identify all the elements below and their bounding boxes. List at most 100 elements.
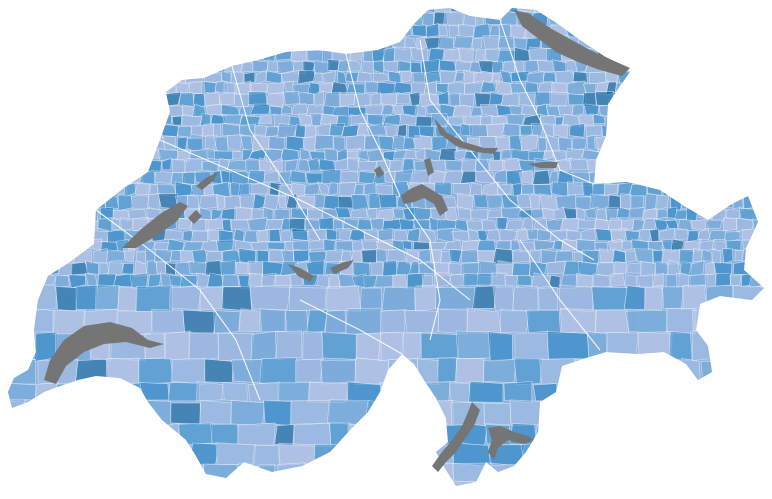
municipality-cell bbox=[339, 170, 359, 185]
municipality-cell bbox=[768, 48, 772, 61]
municipality-cell bbox=[578, 23, 600, 40]
municipality-cell bbox=[67, 104, 87, 117]
municipality-cell bbox=[164, 8, 178, 13]
municipality-cell bbox=[516, 274, 533, 286]
municipality-cell bbox=[638, 25, 655, 37]
municipality-cell bbox=[262, 8, 274, 13]
municipality-cell bbox=[25, 83, 45, 93]
municipality-cell bbox=[742, 240, 754, 249]
municipality-cell bbox=[414, 135, 434, 150]
municipality-cell bbox=[622, 149, 643, 162]
municipality-cell bbox=[443, 48, 461, 61]
municipality-cell bbox=[304, 462, 334, 485]
municipality-cell bbox=[643, 8, 661, 13]
municipality-cell bbox=[346, 381, 382, 403]
municipality-cell bbox=[418, 422, 447, 444]
municipality-cell bbox=[398, 70, 412, 83]
municipality-cell bbox=[512, 250, 531, 263]
municipality-cell bbox=[612, 422, 642, 444]
municipality-cell bbox=[572, 10, 592, 26]
municipality-cell bbox=[572, 71, 588, 83]
municipality-cell bbox=[145, 25, 159, 38]
municipality-cell bbox=[745, 70, 759, 85]
municipality-cell bbox=[745, 183, 762, 196]
municipality-cell bbox=[349, 47, 365, 61]
municipality-cell bbox=[8, 157, 14, 171]
municipality-cell bbox=[506, 113, 525, 126]
municipality-cell bbox=[549, 91, 569, 108]
municipality-cell bbox=[715, 47, 730, 62]
municipality-cell bbox=[163, 58, 177, 73]
municipality-cell bbox=[199, 400, 232, 425]
municipality-cell bbox=[47, 158, 63, 174]
municipality-cell bbox=[637, 47, 653, 61]
municipality-cell bbox=[29, 22, 45, 39]
municipality-cell bbox=[385, 24, 396, 38]
municipality-cell bbox=[291, 46, 309, 63]
municipality-cell bbox=[86, 91, 105, 107]
municipality-cell bbox=[468, 124, 489, 138]
municipality-cell bbox=[200, 59, 219, 74]
municipality-cell bbox=[55, 183, 69, 196]
municipality-cell bbox=[729, 274, 742, 287]
municipality-cell bbox=[24, 36, 40, 51]
municipality-cell bbox=[129, 35, 141, 51]
municipality-cell bbox=[409, 381, 451, 402]
municipality-cell bbox=[750, 148, 764, 162]
municipality-cell bbox=[607, 8, 621, 14]
municipality-cell bbox=[559, 307, 598, 335]
municipality-cell bbox=[295, 123, 307, 138]
municipality-cell bbox=[8, 136, 18, 152]
municipality-cell bbox=[706, 61, 723, 74]
municipality-cell bbox=[733, 151, 753, 162]
municipality-cell bbox=[302, 330, 325, 361]
municipality-cell bbox=[50, 122, 68, 137]
municipality-cell bbox=[751, 81, 764, 96]
municipality-cell bbox=[69, 48, 85, 62]
municipality-cell bbox=[71, 194, 91, 210]
municipality-cell bbox=[721, 400, 742, 426]
municipality-cell bbox=[752, 218, 764, 231]
municipality-cell bbox=[559, 218, 579, 232]
municipality-cell bbox=[640, 423, 672, 447]
municipality-cell bbox=[711, 332, 744, 359]
municipality-cell bbox=[104, 91, 122, 107]
municipality-cell bbox=[381, 11, 404, 28]
municipality-cell bbox=[8, 480, 33, 486]
municipality-cell bbox=[119, 25, 132, 38]
municipality-cell bbox=[130, 25, 150, 39]
municipality-cell bbox=[703, 148, 715, 162]
lake-morat bbox=[188, 210, 202, 224]
municipality-cell bbox=[350, 207, 368, 219]
municipality-cell bbox=[8, 229, 17, 243]
municipality-cell bbox=[13, 124, 32, 138]
municipality-cell bbox=[287, 10, 301, 28]
municipality-cell bbox=[196, 48, 211, 62]
municipality-cell bbox=[94, 463, 123, 484]
municipality-cell bbox=[85, 423, 120, 445]
municipality-cell bbox=[27, 217, 46, 232]
municipality-cell bbox=[221, 207, 237, 221]
municipality-cell bbox=[197, 481, 240, 486]
municipality-cell bbox=[293, 249, 310, 263]
municipality-cell bbox=[25, 104, 42, 115]
municipality-cell bbox=[8, 462, 24, 482]
municipality-cell bbox=[472, 285, 497, 310]
municipality-cell bbox=[10, 8, 26, 14]
municipality-cell bbox=[486, 123, 505, 137]
municipality-cell bbox=[213, 310, 241, 334]
municipality-cell bbox=[433, 181, 452, 196]
municipality-cell bbox=[73, 159, 87, 173]
municipality-cell bbox=[688, 114, 703, 125]
municipality-cell bbox=[558, 284, 594, 313]
municipality-cell bbox=[221, 286, 253, 312]
municipality-cell bbox=[65, 23, 86, 40]
municipality-cell bbox=[724, 48, 745, 61]
municipality-cell bbox=[355, 332, 383, 360]
municipality-cell bbox=[46, 238, 63, 252]
municipality-cell bbox=[306, 309, 328, 334]
municipality-cell bbox=[61, 248, 75, 263]
municipality-cell bbox=[613, 357, 650, 385]
municipality-cell bbox=[396, 124, 407, 138]
municipality-cell bbox=[727, 358, 763, 385]
